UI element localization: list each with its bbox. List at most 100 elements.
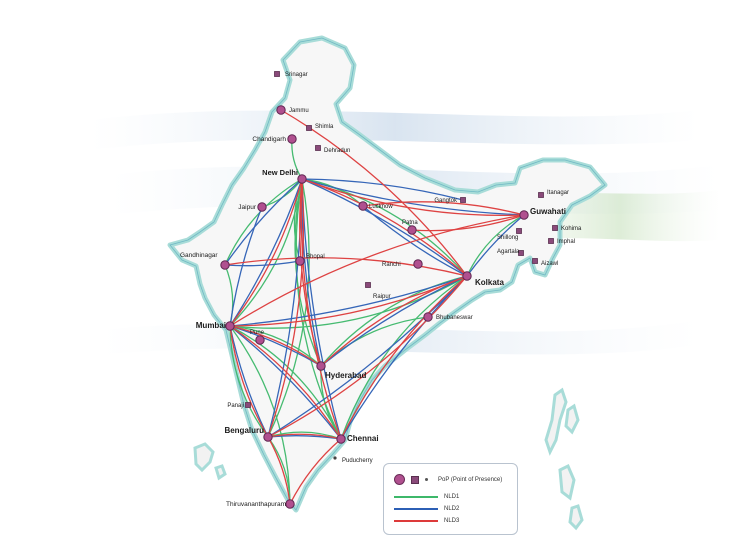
pop-square-marker: [306, 125, 312, 131]
city-label: Ranchi: [382, 262, 401, 268]
city-label: Lucknow: [369, 204, 393, 210]
city-gangtok: Gangtok: [434, 197, 466, 204]
city-label: Hyderabad: [325, 371, 366, 380]
nicobar-island: [558, 463, 576, 501]
pop-circle-marker: [295, 256, 305, 266]
city-label: Imphal: [557, 239, 575, 245]
city-panaji: Panaji: [227, 402, 251, 409]
city-dehradun: Dehradun: [315, 145, 350, 154]
city-chennai: Chennai: [336, 434, 379, 444]
city-kohima: Kohima: [552, 225, 582, 232]
city-label: Jammu: [289, 108, 309, 114]
nld2-route-mumbai-chennai: [229, 325, 342, 440]
legend-nld2-label: NLD2: [444, 506, 460, 512]
pop-circle-marker: [316, 361, 326, 371]
pop-circle-marker: [423, 312, 433, 322]
city-label: Itanagar: [547, 190, 569, 196]
city-aizawl: Aizawl: [532, 258, 558, 267]
legend: PoP (Point of Presence) NLD1 NLD2 NLD3: [383, 463, 518, 535]
pop-circle-marker: [413, 259, 423, 269]
city-srinagar: Srinagar: [274, 71, 308, 78]
lakshadweep-island: [214, 464, 227, 481]
nld2-route-hyderabad-kolkata: [320, 275, 468, 367]
pop-circle-marker: [407, 225, 417, 235]
pop-circle-marker: [285, 499, 295, 509]
lakshadweep-island: [193, 442, 215, 473]
nld2-route-jaipur-mumbai: [229, 206, 263, 327]
nld1-line-swatch: [394, 496, 438, 498]
city-ranchi: Ranchi: [382, 259, 423, 269]
city-label: Bengaluru: [224, 426, 264, 435]
nld3-route-bengaluru-thiruvananthapuram: [267, 436, 291, 505]
city-gandhinagar: Gandhinagar: [180, 252, 230, 270]
city-lucknow: Lucknow: [358, 201, 393, 211]
nld3-route-patna-guwahati: [411, 214, 525, 232]
nld3-route-delhi-guwahati: [301, 178, 525, 217]
pop-dot-icon: [425, 478, 428, 481]
nld3-line-swatch: [394, 520, 438, 522]
nld3-route-hyderabad-kolkata: [320, 275, 468, 367]
india-landmass: [167, 35, 608, 513]
city-bengaluru: Bengaluru: [224, 426, 273, 442]
legend-nld2-row: NLD2: [394, 506, 459, 512]
city-thiruvananthapuram: Thiruvananthapuram: [226, 499, 295, 509]
legend-pop-row: PoP (Point of Presence): [394, 474, 502, 485]
city-delhi: New Delhi: [262, 168, 307, 184]
nld3-route-mumbai-chennai: [229, 325, 342, 440]
city-label: Gandhinagar: [180, 252, 218, 259]
pop-square-marker: [516, 228, 522, 234]
city-label: New Delhi: [262, 168, 298, 177]
nld3-route-mumbai-hyderabad: [229, 325, 322, 367]
nld2-route-delhi-kolkata: [301, 178, 468, 277]
pop-circle-marker: [257, 202, 267, 212]
city-label: Aizawl: [541, 261, 558, 267]
pop-circle-marker: [462, 271, 472, 281]
city-imphal: Imphal: [548, 238, 575, 245]
pop-square-marker: [245, 402, 251, 408]
city-label: Jaipur: [238, 204, 257, 211]
nld1-route-hyderabad-kolkata: [320, 275, 468, 367]
andaman-island: [544, 387, 568, 456]
pop-square-marker: [532, 258, 538, 264]
nld2-route-delhi-guwahati: [301, 178, 525, 216]
nld2-route-mumbai-bengaluru: [229, 325, 269, 438]
legend-nld3-row: NLD3: [394, 518, 459, 524]
pop-square-marker: [460, 197, 466, 203]
nld2-route-mumbai-hyderabad: [229, 325, 322, 367]
nld1-route-bengaluru-thiruvananthapuram: [267, 436, 291, 505]
city-jammu: Jammu: [276, 105, 309, 115]
nld3-route-bengaluru-kolkata: [267, 275, 468, 438]
nld2-route-delhi-hyderabad: [301, 178, 322, 367]
city-label: Panaji: [227, 403, 244, 409]
city-label: Thiruvananthapuram: [226, 501, 286, 508]
legend-pop-label: PoP (Point of Presence): [438, 476, 503, 483]
pop-square-marker: [315, 145, 321, 151]
nld1-route-bengaluru-chennai: [267, 431, 342, 440]
nld2-route-kolkata-guwahati: [466, 214, 525, 277]
city-hyderabad: Hyderabad: [316, 361, 366, 380]
pop-circle-marker: [263, 432, 273, 442]
pop-circle-marker: [297, 174, 307, 184]
nld3-route-chennai-kolkata: [340, 275, 468, 440]
pop-dot-marker: [333, 456, 337, 460]
city-itanagar: Itanagar: [538, 190, 569, 198]
city-guwahati: Guwahati: [519, 207, 566, 220]
pop-circle-marker: [276, 105, 286, 115]
pop-square-marker: [518, 250, 524, 256]
city-label: Shimla: [315, 124, 334, 130]
pop-square-marker: [552, 225, 558, 231]
city-label: Patna: [402, 220, 418, 226]
nld3-route-gandhinagar-kolkata: [224, 257, 468, 277]
pop-circle-icon: [394, 474, 405, 485]
nld3-route-delhi-bengaluru: [267, 178, 305, 438]
city-pune: Pune: [250, 330, 265, 345]
city-label: Chennai: [347, 434, 379, 443]
pop-square-marker: [548, 238, 554, 244]
nld2-route-mumbai-kolkata: [229, 275, 468, 327]
nld3-route-bengaluru-chennai: [267, 433, 342, 440]
city-shimla: Shimla: [306, 124, 334, 131]
nld3-route-delhi-mumbai: [229, 178, 303, 327]
cities-layer: Srinagar Jammu Shimla Chandigarh Dehradun New…: [180, 71, 582, 509]
city-label: Agartala: [497, 249, 520, 255]
city-label: Shillong: [497, 235, 518, 241]
